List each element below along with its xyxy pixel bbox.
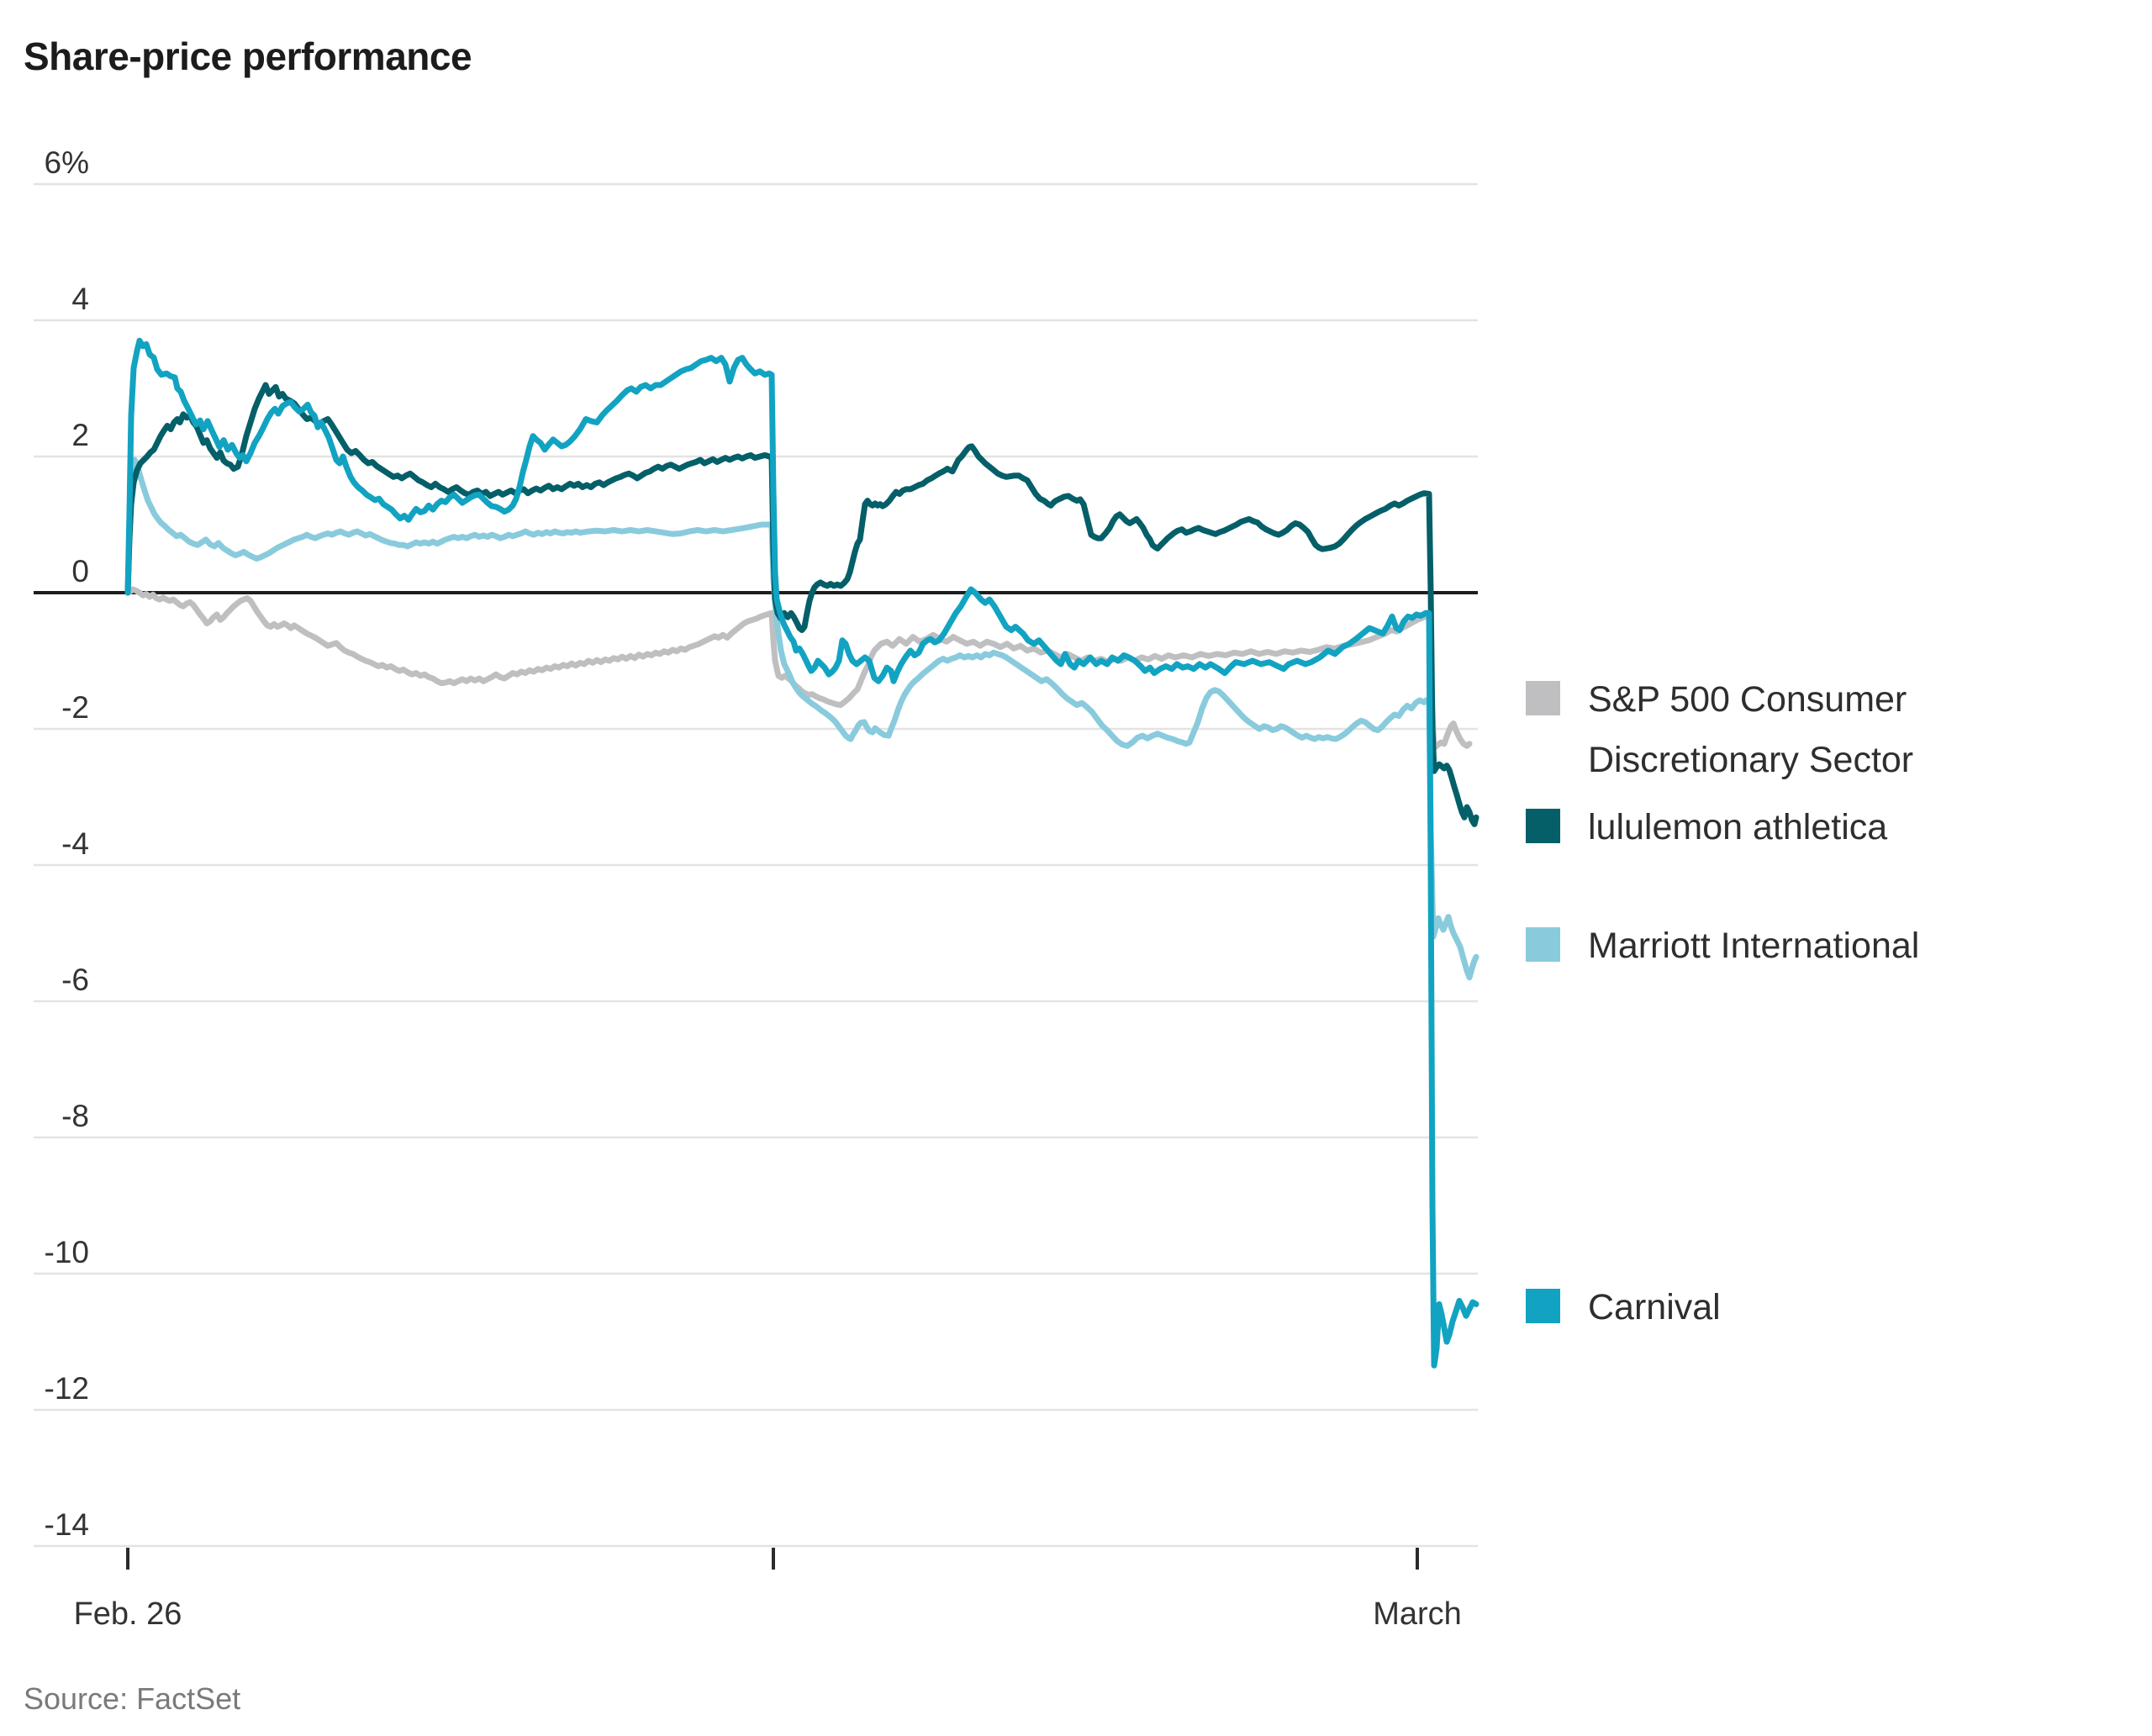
y-tick-label-6: 6% — [45, 145, 89, 180]
series-line-s-p-500-consumer-discretionary-sector — [124, 586, 1473, 752]
y-tick-label--8: -8 — [61, 1099, 89, 1133]
series-line-lululemon-athletica — [124, 382, 1480, 827]
y-tick-label--10: -10 — [45, 1235, 89, 1269]
y-tick-label--2: -2 — [61, 690, 89, 725]
y-tick-label-0: 0 — [71, 554, 89, 588]
y-tick-label--12: -12 — [45, 1371, 89, 1406]
y-tick-label-4: 4 — [71, 282, 89, 316]
y-tick-label--14: -14 — [45, 1507, 89, 1542]
y-tick-label--4: -4 — [61, 826, 89, 861]
series-line-marriott-international — [124, 456, 1480, 981]
y-tick-label-2: 2 — [71, 418, 89, 452]
source-note: Source: FactSet — [24, 1681, 241, 1716]
y-tick-label--6: -6 — [61, 963, 89, 997]
x-tick-label-march: March — [1373, 1596, 1462, 1632]
x-tick-label-feb-26: Feb. 26 — [74, 1596, 182, 1632]
series-line-carnival — [124, 337, 1480, 1369]
page-title: Share-price performance — [24, 34, 472, 78]
